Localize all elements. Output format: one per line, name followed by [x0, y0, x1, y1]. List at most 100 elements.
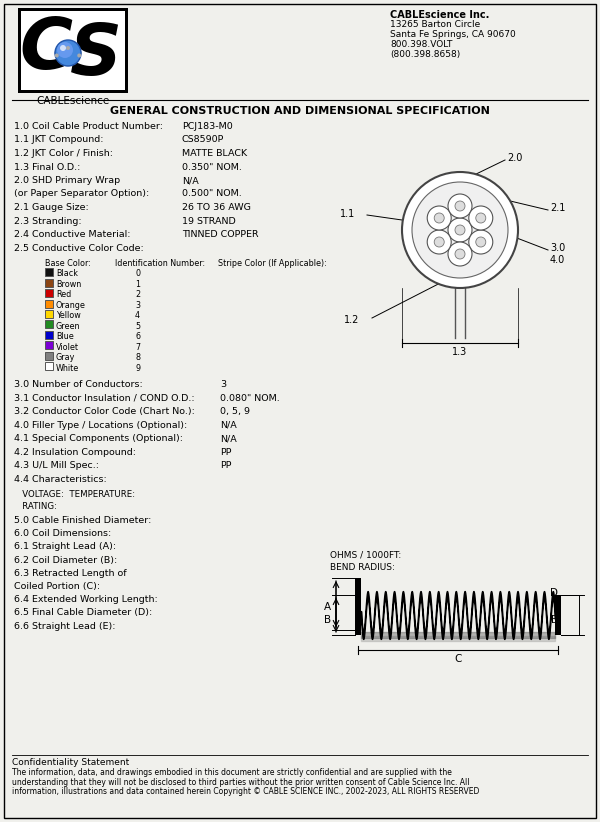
- Text: 5.0 Cable Finished Diameter:: 5.0 Cable Finished Diameter:: [14, 516, 151, 525]
- Text: Blue: Blue: [56, 332, 74, 341]
- Text: C: C: [454, 654, 461, 664]
- Text: 26 TO 36 AWG: 26 TO 36 AWG: [182, 203, 251, 212]
- Text: information, illustrations and data contained herein Copyright © CABLE SCIENCE I: information, illustrations and data cont…: [12, 787, 479, 796]
- Text: 4.0 Filler Type / Locations (Optional):: 4.0 Filler Type / Locations (Optional):: [14, 421, 187, 430]
- Bar: [18, 8, 128, 93]
- Text: C: C: [19, 16, 73, 85]
- Text: 13265 Barton Circle: 13265 Barton Circle: [390, 20, 480, 29]
- Circle shape: [476, 237, 486, 247]
- Text: 3.2 Conductor Color Code (Chart No.):: 3.2 Conductor Color Code (Chart No.):: [14, 407, 195, 416]
- Text: White: White: [56, 363, 79, 372]
- Text: Brown: Brown: [56, 279, 81, 289]
- Text: (or Paper Separator Option):: (or Paper Separator Option):: [14, 190, 149, 198]
- Text: GENERAL CONSTRUCTION AND DIMENSIONAL SPECIFICATION: GENERAL CONSTRUCTION AND DIMENSIONAL SPE…: [110, 106, 490, 116]
- Text: 1.2: 1.2: [344, 315, 359, 325]
- Text: A: A: [324, 602, 331, 612]
- Text: 1.2 JKT Color / Finish:: 1.2 JKT Color / Finish:: [14, 149, 113, 158]
- Text: Santa Fe Springs, CA 90670: Santa Fe Springs, CA 90670: [390, 30, 516, 39]
- Circle shape: [427, 206, 451, 230]
- Text: 9: 9: [135, 363, 140, 372]
- Circle shape: [57, 42, 73, 58]
- Text: 4.0: 4.0: [550, 255, 565, 265]
- Circle shape: [476, 213, 486, 223]
- Bar: [45, 321, 53, 329]
- Circle shape: [469, 230, 493, 254]
- Text: B: B: [324, 615, 331, 625]
- Text: TINNED COPPER: TINNED COPPER: [182, 230, 259, 239]
- Text: Coiled Portion (C):: Coiled Portion (C):: [14, 582, 100, 591]
- Text: 0: 0: [135, 269, 140, 278]
- Text: 3: 3: [220, 380, 226, 389]
- Text: 4.3 U/L Mill Spec.:: 4.3 U/L Mill Spec.:: [14, 461, 99, 470]
- Text: OHMS / 1000FT:: OHMS / 1000FT:: [330, 550, 401, 559]
- Text: 2.1 Gauge Size:: 2.1 Gauge Size:: [14, 203, 89, 212]
- Text: The information, data, and drawings embodied in this document are strictly confi: The information, data, and drawings embo…: [12, 768, 452, 777]
- Text: 6.3 Retracted Length of: 6.3 Retracted Length of: [14, 569, 127, 578]
- Text: RATING:: RATING:: [14, 502, 57, 511]
- Circle shape: [448, 218, 472, 242]
- Text: (800.398.8658): (800.398.8658): [390, 50, 460, 59]
- Text: Black: Black: [56, 269, 78, 278]
- Bar: [45, 268, 53, 276]
- Text: CABLEscience Inc.: CABLEscience Inc.: [390, 10, 490, 20]
- Text: 3.0 Number of Conductors:: 3.0 Number of Conductors:: [14, 380, 143, 389]
- Text: 4.2 Insulation Compound:: 4.2 Insulation Compound:: [14, 447, 136, 456]
- Text: E: E: [551, 615, 558, 625]
- Text: 6.1 Straight Lead (A):: 6.1 Straight Lead (A):: [14, 543, 116, 552]
- Text: 6: 6: [135, 332, 140, 341]
- Text: 3.1 Conductor Insulation / COND O.D.:: 3.1 Conductor Insulation / COND O.D.:: [14, 394, 194, 403]
- Bar: [45, 341, 53, 349]
- Text: 6.2 Coil Diameter (B):: 6.2 Coil Diameter (B):: [14, 556, 117, 565]
- Text: Stripe Color (If Applicable):: Stripe Color (If Applicable):: [218, 259, 327, 268]
- Text: understanding that they will not be disclosed to third parties without the prior: understanding that they will not be disc…: [12, 778, 470, 787]
- Circle shape: [402, 172, 518, 288]
- Text: MATTE BLACK: MATTE BLACK: [182, 149, 247, 158]
- Text: 6.4 Extended Working Length:: 6.4 Extended Working Length:: [14, 595, 158, 604]
- Text: 1.1: 1.1: [340, 209, 355, 219]
- Bar: [45, 310, 53, 318]
- Text: BEND RADIUS:: BEND RADIUS:: [330, 563, 395, 572]
- Text: Red: Red: [56, 290, 71, 299]
- Bar: [21, 11, 125, 90]
- Text: 3: 3: [135, 301, 140, 310]
- Text: Confidentiality Statement: Confidentiality Statement: [12, 758, 129, 767]
- Text: D: D: [550, 588, 558, 598]
- Text: Green: Green: [56, 321, 80, 330]
- Text: 1.0 Coil Cable Product Number:: 1.0 Coil Cable Product Number:: [14, 122, 163, 131]
- Text: VOLTAGE:  TEMPERATURE:: VOLTAGE: TEMPERATURE:: [14, 490, 135, 499]
- Text: 2: 2: [135, 290, 140, 299]
- Text: N/A: N/A: [220, 434, 237, 443]
- Circle shape: [448, 194, 472, 218]
- Text: 6.6 Straight Lead (E):: 6.6 Straight Lead (E):: [14, 621, 115, 630]
- Text: 4.4 Characteristics:: 4.4 Characteristics:: [14, 474, 107, 483]
- Bar: [45, 299, 53, 307]
- Text: 800.398.VOLT: 800.398.VOLT: [390, 40, 452, 49]
- Text: 3.0: 3.0: [550, 243, 565, 253]
- Text: CS8590P: CS8590P: [182, 136, 224, 145]
- Text: Violet: Violet: [56, 343, 79, 352]
- Text: 4: 4: [135, 311, 140, 320]
- Bar: [45, 352, 53, 360]
- Text: 1.1 JKT Compound:: 1.1 JKT Compound:: [14, 136, 104, 145]
- Circle shape: [60, 45, 66, 51]
- Text: 2.1: 2.1: [550, 203, 565, 213]
- Text: 2.0: 2.0: [507, 153, 523, 163]
- Text: 19 STRAND: 19 STRAND: [182, 216, 236, 225]
- Circle shape: [55, 40, 81, 66]
- Circle shape: [455, 225, 465, 235]
- Text: 4.1 Special Components (Optional):: 4.1 Special Components (Optional):: [14, 434, 183, 443]
- Text: N/A: N/A: [182, 176, 199, 185]
- Text: CABLEscience: CABLEscience: [37, 96, 110, 106]
- Text: Base Color:: Base Color:: [45, 259, 91, 268]
- Bar: [555, 595, 561, 635]
- Circle shape: [434, 237, 444, 247]
- Text: 0, 5, 9: 0, 5, 9: [220, 407, 250, 416]
- Text: N/A: N/A: [220, 421, 237, 430]
- Bar: [45, 279, 53, 287]
- Bar: [45, 331, 53, 339]
- Text: 2.4 Conductive Material:: 2.4 Conductive Material:: [14, 230, 131, 239]
- Text: 1.3: 1.3: [452, 347, 467, 357]
- Text: S: S: [70, 21, 122, 90]
- Circle shape: [412, 182, 508, 278]
- Bar: [355, 578, 361, 635]
